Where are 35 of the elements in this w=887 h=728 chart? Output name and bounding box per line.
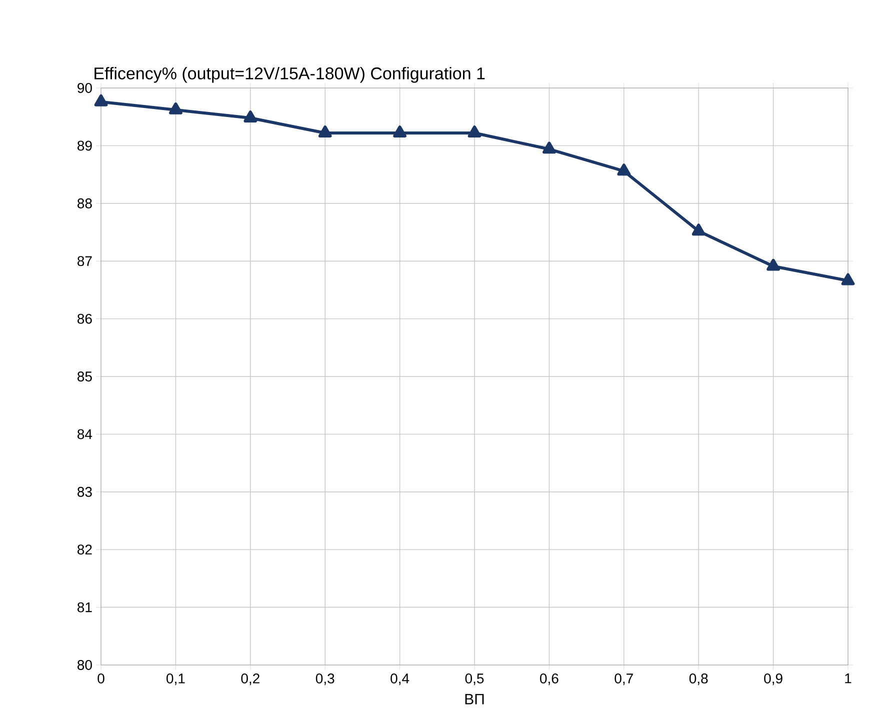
x-tick-label: 0,7 [614, 674, 633, 686]
point [692, 224, 706, 236]
y-tick-label: 87 [78, 256, 92, 266]
point [542, 142, 556, 154]
x-tick-label: 0,2 [241, 674, 260, 686]
y-tick-label: 81 [78, 602, 92, 612]
y-tick-label: 85 [78, 372, 92, 382]
y-tick-label: 86 [78, 314, 92, 324]
point [841, 273, 855, 286]
x-tick-label: 0,6 [540, 674, 558, 686]
y-tick-label: 90 [78, 83, 92, 93]
y-tick-label: 82 [78, 544, 92, 555]
x-tick-label: 0,3 [316, 674, 334, 686]
point [318, 125, 332, 138]
y-tick-label: 84 [78, 429, 92, 440]
point [766, 258, 780, 271]
y-tick-label: 88 [78, 198, 92, 208]
chart-title: Efficency% (output=12V/15A-180W) Configuration 1 [94, 66, 485, 83]
y-tick-label: 89 [78, 140, 92, 151]
x-axis-title: ВП [465, 694, 484, 704]
x-tick-label: 0,5 [465, 674, 484, 686]
point [393, 125, 406, 138]
point [244, 110, 258, 122]
x-tick-label: 0,4 [390, 674, 410, 686]
x-tick-label: 0,8 [689, 674, 708, 686]
x-tick-label: 0,1 [166, 674, 185, 686]
x-tick-label: 0 [98, 674, 104, 684]
x-tick-label: 1 [845, 674, 852, 684]
x-tick-label: 0,9 [764, 674, 782, 686]
y-tick-label: 80 [78, 660, 92, 670]
point [468, 125, 482, 138]
point [169, 102, 182, 114]
y-tick-label: 83 [78, 486, 92, 497]
point [94, 94, 108, 106]
point [617, 164, 631, 176]
